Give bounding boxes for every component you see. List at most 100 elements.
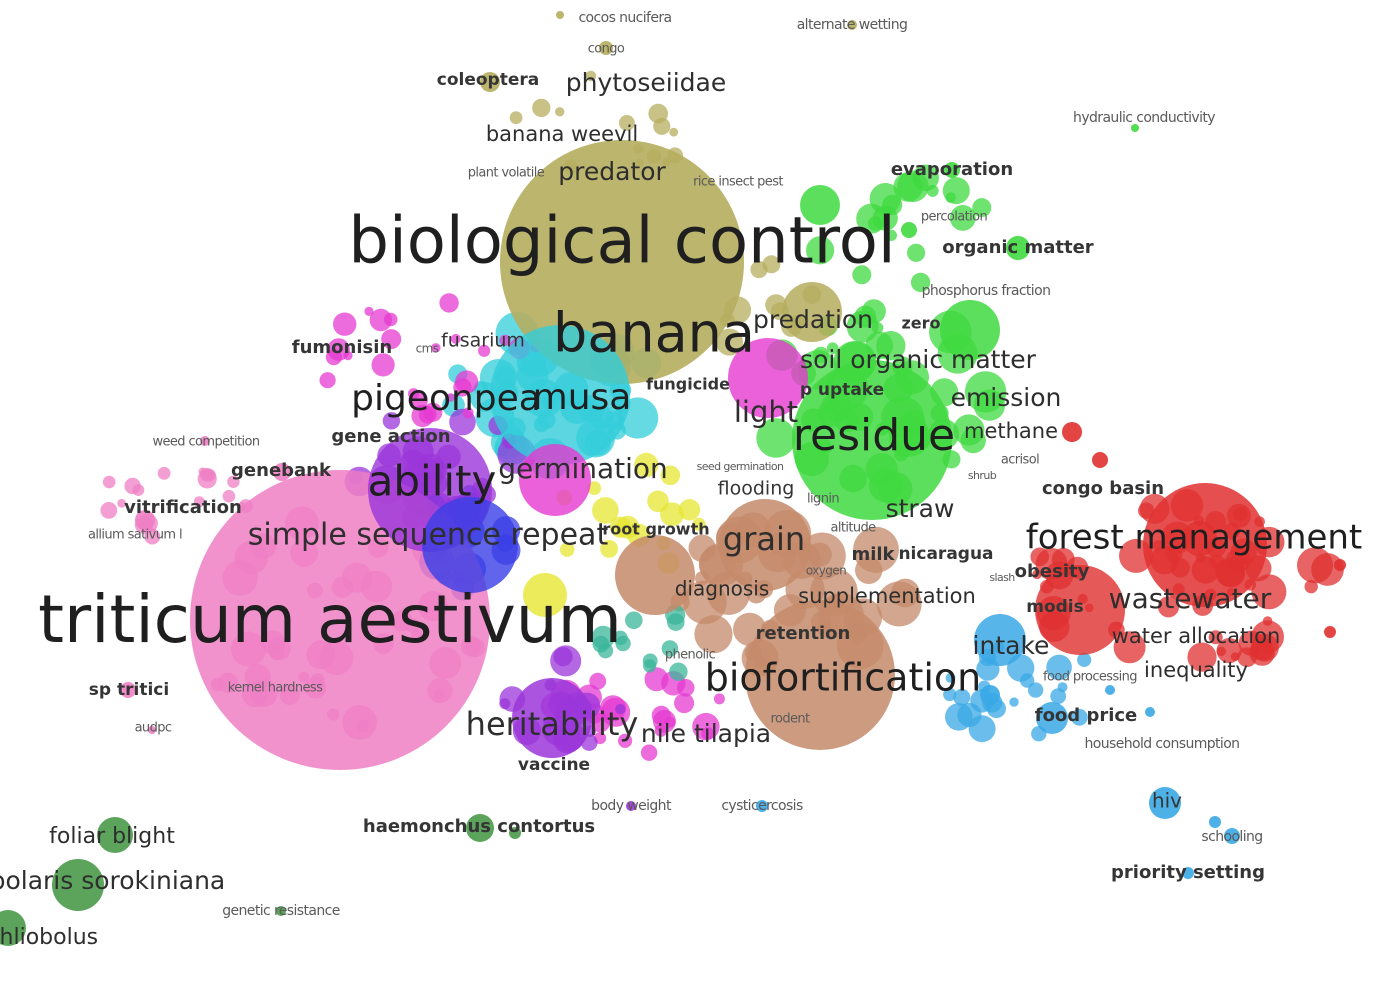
- node-bubble: [1187, 642, 1217, 672]
- keyword-label: pigeonpea: [351, 378, 541, 419]
- node-bubble: [953, 414, 985, 446]
- node-bubble: [653, 709, 676, 733]
- keyword-label: fungicide: [646, 375, 730, 394]
- node-bubble: [669, 127, 679, 137]
- node-bubble: [973, 389, 1006, 421]
- keyword-label: rice insect pest: [693, 175, 783, 190]
- node-bubble: [1224, 828, 1240, 844]
- keyword-label: root growth: [602, 520, 709, 539]
- node-bubble: [945, 673, 956, 683]
- node-bubble: [585, 70, 597, 82]
- node-bubble: [1251, 620, 1284, 653]
- node-bubble: [847, 20, 857, 30]
- node-bubble: [615, 703, 626, 715]
- node-bubble: [876, 331, 906, 361]
- keyword-label: coleoptera: [437, 70, 539, 90]
- node-bubble: [910, 272, 931, 293]
- node-bubble: [200, 436, 210, 446]
- node-bubble: [812, 346, 830, 363]
- keyword-label: ability: [368, 457, 497, 506]
- node-bubble: [940, 300, 1000, 360]
- node-bubble: [157, 466, 171, 480]
- node-bubble: [719, 499, 811, 591]
- keyword-label: obesity: [1015, 561, 1090, 582]
- node-bubble: [599, 41, 613, 55]
- node-bubble: [381, 329, 402, 350]
- keyword-label: genebank: [231, 460, 332, 481]
- node-bubble: [587, 481, 602, 495]
- keyword-label: inequality: [1144, 658, 1248, 682]
- keyword-label: household consumption: [1085, 736, 1240, 752]
- keyword-label: fumonisin: [292, 337, 392, 358]
- node-bubble: [227, 475, 240, 488]
- node-bubble: [1131, 124, 1139, 132]
- keyword-label: predation: [753, 305, 873, 334]
- keyword-label: food price: [1035, 705, 1138, 726]
- keyword-label: organic matter: [942, 237, 1094, 258]
- keyword-label: gene action: [331, 426, 450, 447]
- node-bubble: [660, 465, 681, 486]
- node-bubble: [615, 635, 631, 652]
- node-bubble: [1009, 697, 1019, 707]
- node-bubble: [826, 342, 839, 355]
- keyword-label: bipolaris sorokiniana: [0, 866, 225, 895]
- keyword-label: residue: [793, 410, 955, 461]
- node-bubble: [912, 164, 939, 192]
- node-bubble: [674, 693, 695, 714]
- keyword-label: grain: [723, 520, 805, 558]
- keyword-label: oxygen: [806, 564, 846, 578]
- node-bubble: [198, 467, 207, 476]
- keyword-label: cochliobolus: [0, 925, 98, 950]
- keyword-label: nile tilapia: [641, 719, 771, 748]
- keyword-label: predator: [558, 157, 666, 186]
- node-bubble: [1077, 652, 1092, 668]
- node-bubble: [694, 615, 733, 654]
- node-bubble: [852, 265, 872, 285]
- node-bubble: [667, 613, 685, 631]
- node-bubble: [559, 542, 575, 557]
- keyword-label: banana: [553, 302, 755, 365]
- node-bubble: [1035, 565, 1125, 655]
- node-bubble: [592, 635, 610, 653]
- keyword-label: simple sequence repeat: [248, 518, 609, 553]
- node-bubble: [453, 378, 472, 397]
- keyword-label: evaporation: [891, 159, 1013, 180]
- keyword-label: heritability: [466, 705, 639, 743]
- keyword-label: food processing: [1043, 670, 1137, 685]
- node-bubble: [647, 490, 669, 513]
- node-bubble: [943, 687, 957, 702]
- node-bubble: [273, 463, 291, 481]
- node-bubble: [756, 800, 768, 812]
- node-bubble: [1209, 816, 1221, 828]
- node-bubble: [618, 733, 633, 748]
- node-bubble: [853, 526, 899, 573]
- keyword-label: wastewater: [1109, 582, 1272, 615]
- keyword-label: sp tritici: [89, 680, 169, 700]
- node-bubble: [669, 662, 688, 681]
- node-bubble: [625, 611, 643, 630]
- node-bubble: [276, 906, 286, 916]
- node-bubble: [974, 614, 1026, 666]
- node-bubble: [944, 162, 960, 178]
- node-bubble: [619, 115, 635, 131]
- keyword-label: lignin: [807, 492, 839, 507]
- node-bubble: [500, 140, 744, 384]
- keyword-label: hydraulic conductivity: [1073, 110, 1215, 126]
- node-bubble: [1092, 452, 1108, 468]
- node-bubble: [792, 360, 952, 520]
- node-bubble: [556, 11, 564, 19]
- node-bubble: [135, 510, 155, 530]
- node-bubble: [100, 502, 118, 519]
- label-layer: cocos nucifera alternate wetting congo cole…: [0, 10, 1362, 950]
- node-bubble: [1071, 708, 1088, 726]
- node-bubble: [692, 712, 720, 741]
- node-bubble: [609, 516, 632, 538]
- keyword-label: acrisol: [1001, 453, 1039, 468]
- keyword-label: altitude: [830, 521, 876, 536]
- keyword-label: foliar blight: [49, 824, 175, 849]
- node-bubble: [319, 372, 336, 389]
- keyword-label: cocos nucifera: [578, 10, 671, 26]
- node-bubble: [148, 726, 156, 734]
- node-bubble: [782, 282, 842, 342]
- node-bubble: [523, 573, 567, 617]
